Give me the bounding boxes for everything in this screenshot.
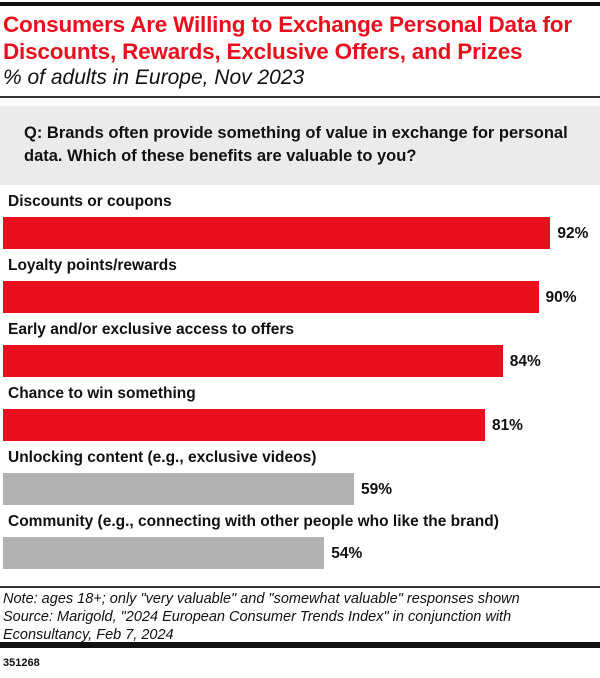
value-label: 81% [491,417,523,434]
footnote: Note: ages 18+; only "very valuable" and… [3,590,598,644]
value-label: 59% [361,481,393,498]
value-label: 92% [557,225,589,242]
top-rule [0,2,600,6]
bar [3,409,485,441]
bar-label: Early and/or exclusive access to offers [8,321,295,338]
chart-title: Consumers Are Willing to Exchange Person… [3,12,572,64]
bottom-rule [0,642,600,648]
bar-label: Discounts or coupons [8,193,172,210]
divider [0,586,600,588]
divider [0,96,600,98]
bar [3,537,325,569]
question-text: Q: Brands often provide something of val… [24,124,568,165]
value-label: 84% [509,353,541,370]
source-text: Source: Marigold, "2024 European Consume… [3,609,512,643]
bar [3,345,503,377]
value-label: 90% [545,289,577,306]
chart-subtitle: % of adults in Europe, Nov 2023 [3,66,305,89]
bar [3,281,539,313]
value-label: 54% [331,545,363,562]
bar [3,217,551,249]
bar-label: Loyalty points/rewards [8,257,177,274]
bar-label: Community (e.g., connecting with other p… [8,513,499,530]
question-box [0,106,600,185]
note-text: Note: ages 18+; only "very valuable" and… [3,591,520,607]
bar-label: Chance to win something [8,385,196,402]
bar-label: Unlocking content (e.g., exclusive video… [8,449,317,466]
chart-id: 351268 [3,657,40,669]
bar [3,473,355,505]
